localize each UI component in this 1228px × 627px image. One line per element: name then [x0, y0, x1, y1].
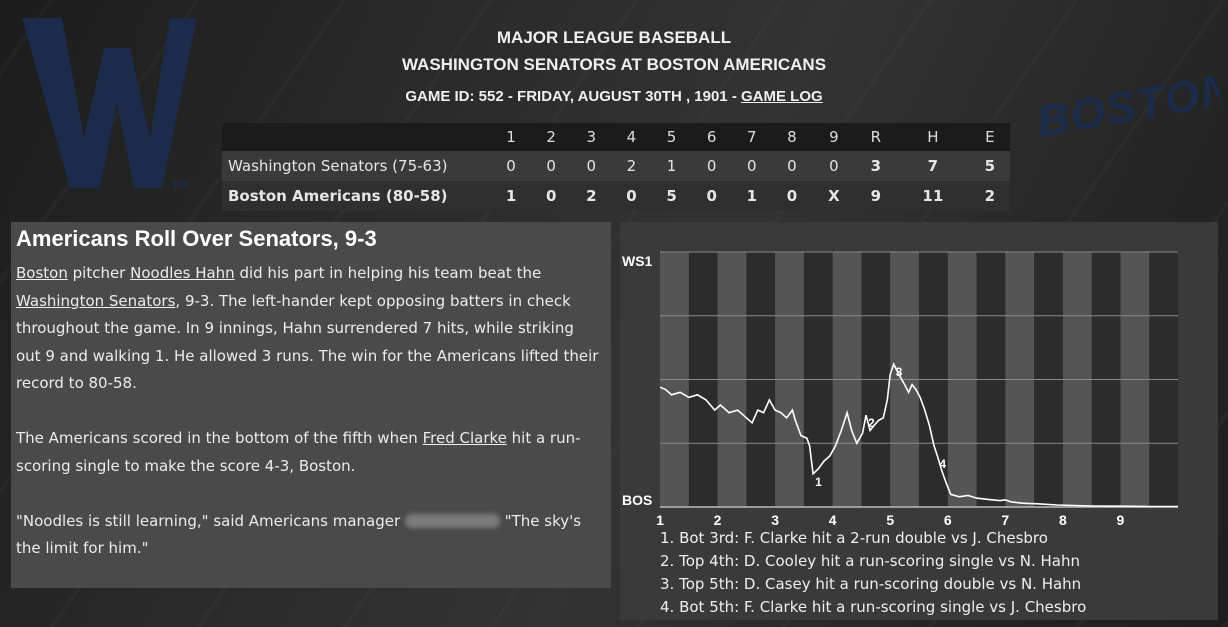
inning-score: 0: [731, 151, 772, 181]
x-tick-label: 8: [1059, 512, 1067, 528]
col-runs: R: [855, 123, 896, 151]
trademark-text: TM: [172, 180, 189, 191]
col-8: 8: [771, 123, 812, 151]
team-column-header: [222, 123, 491, 151]
x-tick-label: 5: [886, 512, 894, 528]
event-marker: 1: [815, 475, 822, 489]
redacted-manager-name: [404, 514, 500, 528]
inning-score: 2: [611, 151, 652, 181]
x-tick-label: 9: [1117, 512, 1125, 528]
recap-text: hit a run-scoring single to make the sco…: [16, 429, 581, 475]
recap-body: Boston pitcher Noodles Hahn did his part…: [16, 260, 601, 590]
event-marker: 2: [868, 416, 875, 430]
line-score-header: 1 2 3 4 5 6 7 8 9 R H E: [222, 123, 1010, 151]
team-name[interactable]: Boston Americans (80-58): [222, 181, 491, 211]
chart-legend-item: 1. Bot 3rd: F. Clarke hit a 2-run double…: [660, 529, 1048, 547]
recap-text: "The sky's the limit for him.": [16, 511, 582, 558]
player-link-clarke[interactable]: Fred Clarke: [422, 429, 507, 447]
game-info-text: GAME ID: 552 - FRIDAY, AUGUST 30TH , 190…: [405, 88, 741, 105]
inning-score: 0: [571, 151, 612, 181]
inning-score: 0: [771, 181, 812, 211]
line-score-table: 1 2 3 4 5 6 7 8 9 R H E Washington Senat…: [222, 123, 1010, 211]
inning-score: 1: [731, 181, 772, 211]
inning-score: 0: [611, 181, 652, 211]
win-probability-panel: WS1 BOS 1 2 3 4 5 6 7 8 9 1 2 3 4: [620, 222, 1218, 620]
errors-total: 5: [969, 151, 1010, 181]
col-9: 9: [812, 123, 856, 151]
x-tick-label: 2: [714, 512, 722, 528]
recap-paragraph: "Noodles is still learning," said Americ…: [16, 508, 601, 563]
inning-score: 0: [491, 151, 532, 181]
inning-score: 1: [491, 181, 532, 211]
inning-score: 5: [651, 181, 692, 211]
errors-total: 2: [969, 181, 1010, 211]
inning-score: 0: [771, 151, 812, 181]
matchup-title: WASHINGTON SENATORS AT BOSTON AMERICANS: [401, 55, 827, 74]
col-4: 4: [611, 123, 652, 151]
game-recap-panel: Americans Roll Over Senators, 9-3 Boston…: [11, 222, 611, 588]
y-label-top: WS1: [622, 253, 653, 269]
chart-legend-item: 4. Bot 5th: F. Clarke hit a run-scoring …: [660, 598, 1087, 616]
chart-legend-item: 2. Top 4th: D. Cooley hit a run-scoring …: [660, 552, 1080, 570]
table-row: Washington Senators (75-63) 0 0 0 2 1 0 …: [222, 151, 1010, 181]
team-link-boston[interactable]: Boston: [16, 264, 68, 282]
chart-legend-item: 3. Top 5th: D. Casey hit a run-scoring d…: [660, 575, 1082, 593]
inning-score: 0: [812, 151, 856, 181]
hits-total: 7: [895, 151, 970, 181]
x-tick-label: 4: [829, 512, 837, 528]
recap-paragraph: The Americans scored in the bottom of th…: [16, 425, 601, 480]
x-tick-label: 1: [656, 512, 664, 528]
event-marker: 4: [939, 457, 946, 471]
x-tick-label: 3: [771, 512, 779, 528]
table-row: Boston Americans (80-58) 1 0 2 0 5 0 1 0…: [222, 181, 1010, 211]
league-title: MAJOR LEAGUE BASEBALL: [496, 28, 732, 47]
inning-score: 0: [531, 151, 572, 181]
washington-logo: TM: [22, 8, 202, 198]
col-5: 5: [651, 123, 692, 151]
x-tick-label: 6: [944, 512, 952, 528]
col-errors: E: [969, 123, 1010, 151]
inning-score: 0: [691, 181, 732, 211]
win-probability-line: [659, 362, 1178, 508]
col-6: 6: [691, 123, 732, 151]
inning-score: 0: [531, 181, 572, 211]
col-hits: H: [895, 123, 970, 151]
inning-score: 0: [691, 151, 732, 181]
col-3: 3: [571, 123, 612, 151]
player-link-hahn[interactable]: Noodles Hahn: [130, 264, 235, 282]
game-log-link[interactable]: GAME LOG: [740, 88, 823, 105]
team-name[interactable]: Washington Senators (75-63): [222, 151, 491, 181]
inning-score: 2: [571, 181, 612, 211]
recap-text: , 9-3. The left-hander kept opposing bat…: [16, 291, 599, 393]
event-marker: 3: [896, 365, 903, 379]
col-1: 1: [491, 123, 532, 151]
recap-paragraph: Boston pitcher Noodles Hahn did his part…: [16, 260, 601, 398]
recap-headline: Americans Roll Over Senators, 9-3: [16, 226, 377, 251]
recap-text: did his part in helping his team beat th…: [234, 264, 542, 282]
recap-text: pitcher: [67, 264, 131, 282]
recap-text: The Americans scored in the bottom of th…: [16, 429, 423, 447]
boston-logo: BOSTON: [1030, 60, 1228, 147]
runs-total: 9: [855, 181, 896, 211]
y-label-bottom: BOS: [622, 492, 652, 508]
game-info: GAME ID: 552 - FRIDAY, AUGUST 30TH , 190…: [0, 88, 1228, 105]
x-tick-label: 7: [1001, 512, 1009, 528]
hits-total: 11: [895, 181, 970, 211]
col-2: 2: [531, 123, 572, 151]
inning-score: X: [812, 181, 856, 211]
runs-total: 3: [855, 151, 896, 181]
team-link-washington[interactable]: Washington Senators: [16, 291, 176, 310]
inning-score: 1: [651, 151, 692, 181]
recap-text: "Noodles is still learning," said Americ…: [16, 511, 405, 530]
col-7: 7: [731, 123, 772, 151]
